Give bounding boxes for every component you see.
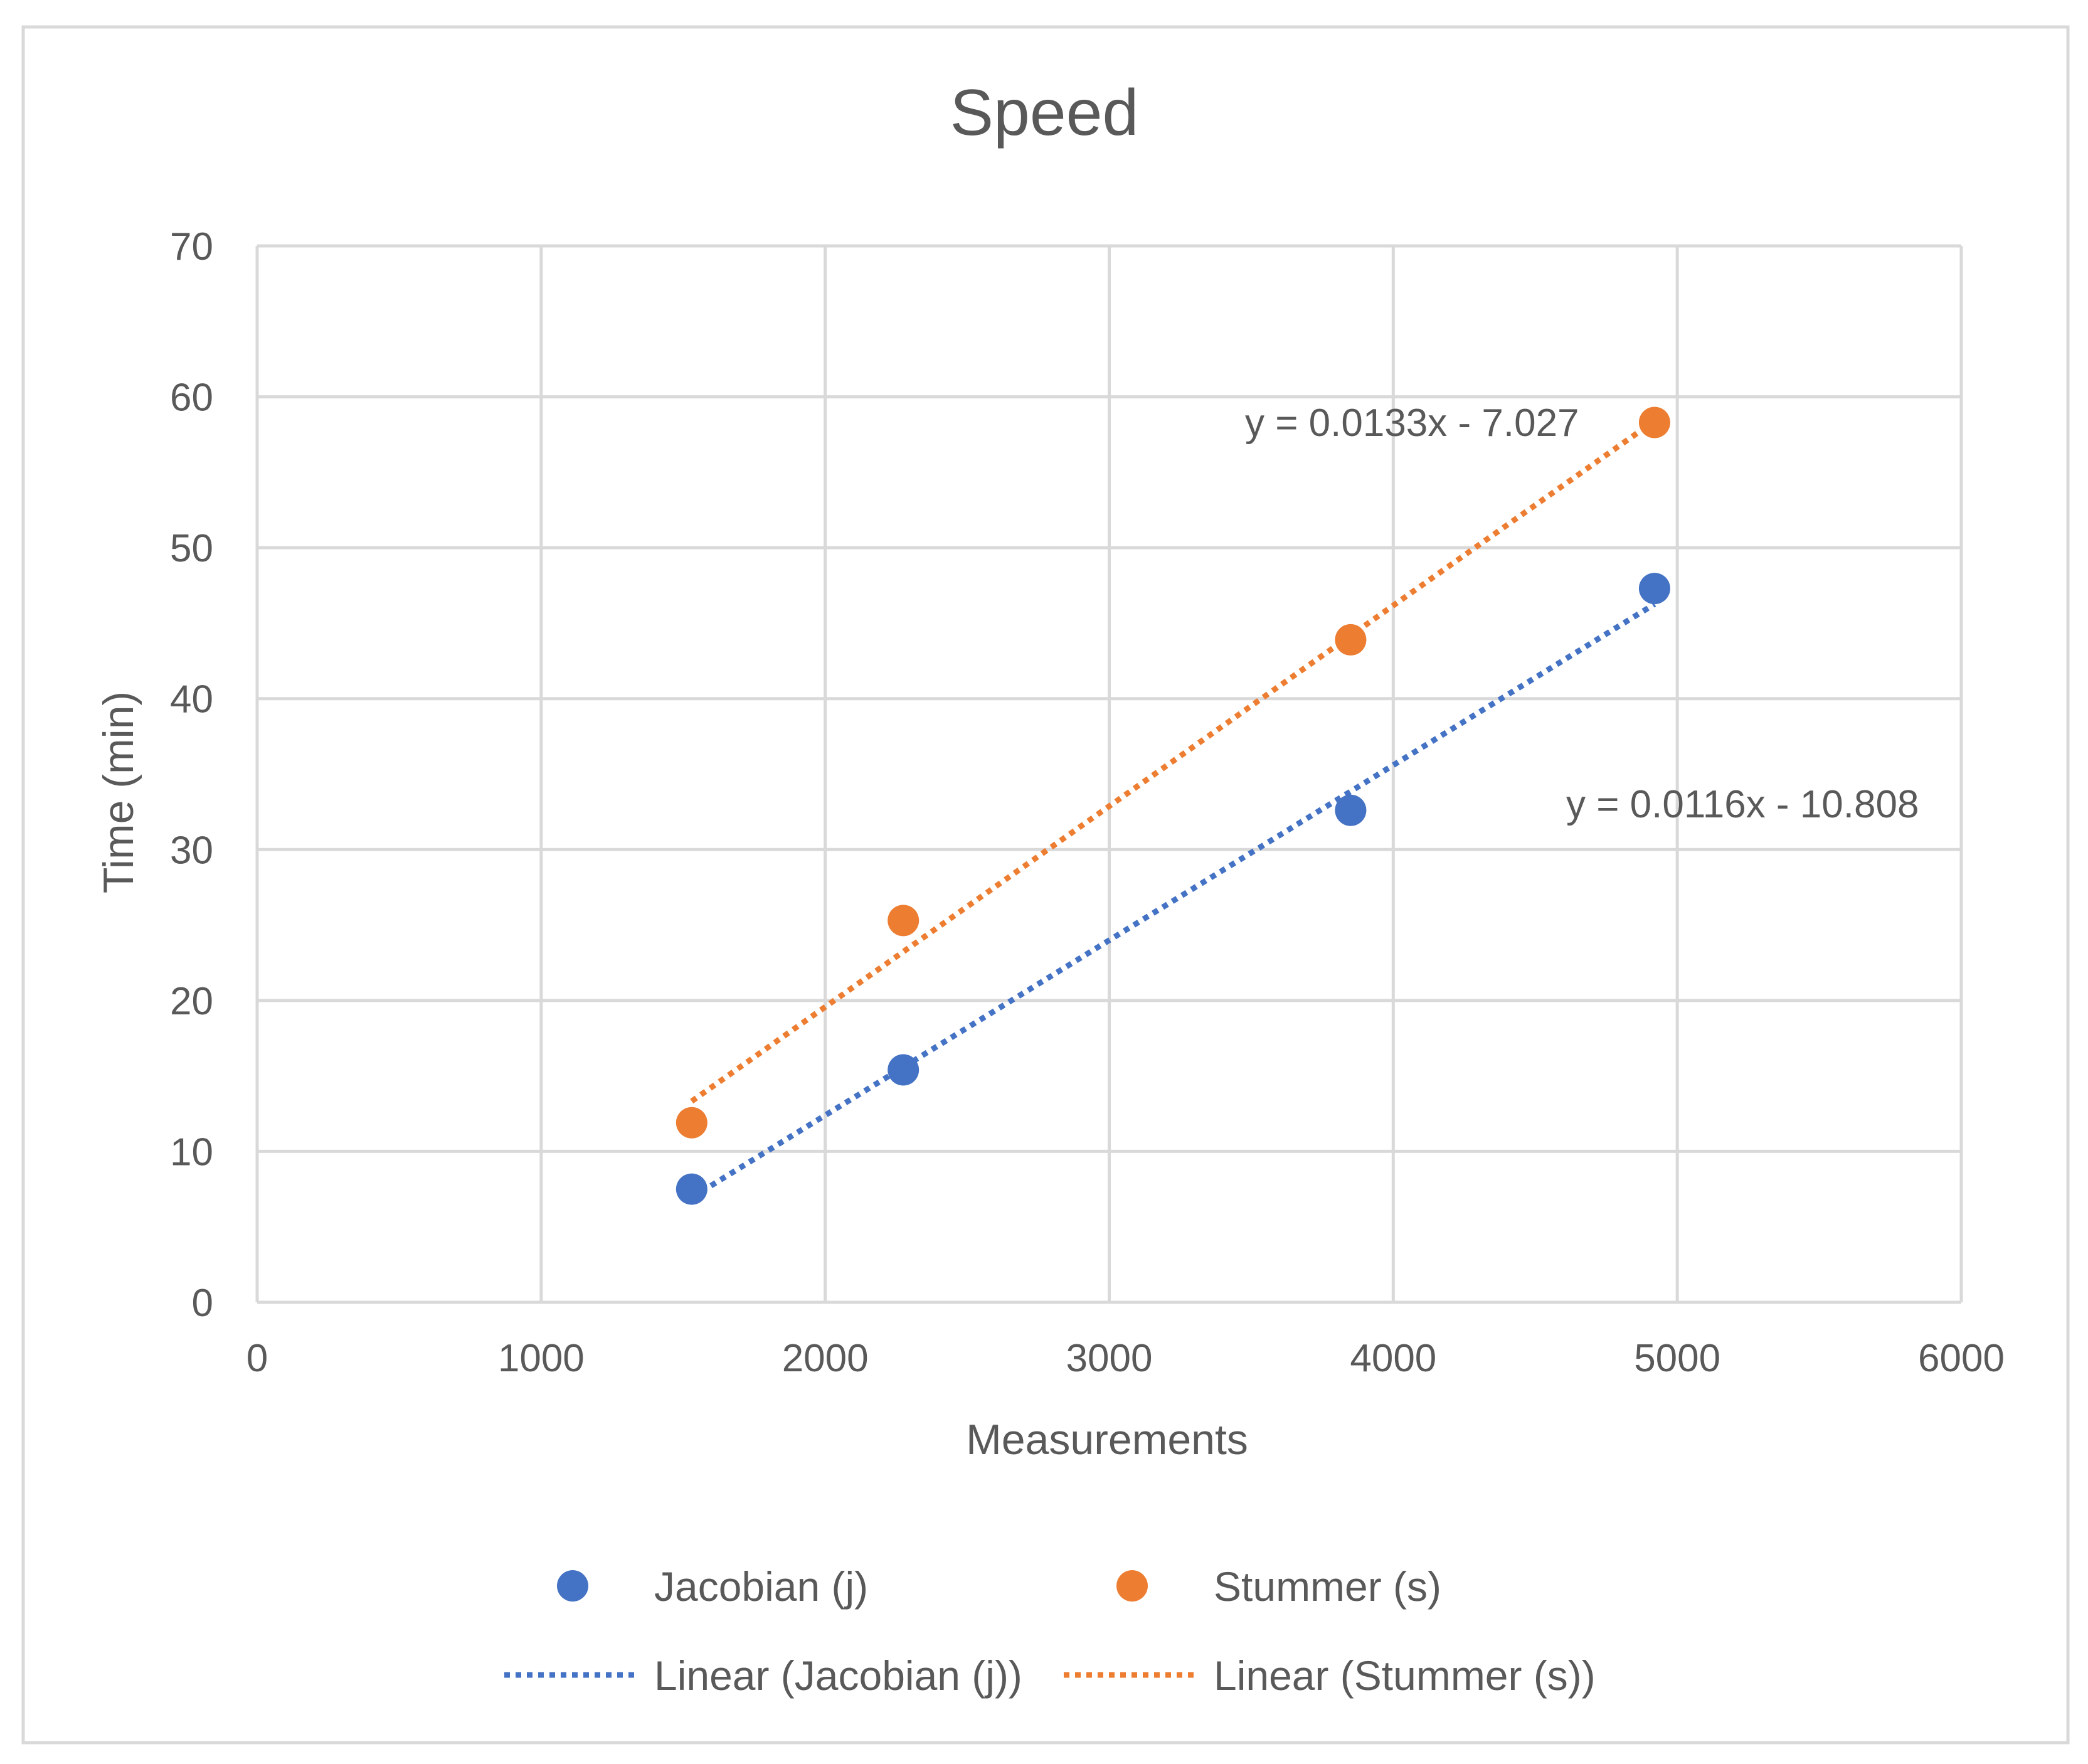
data-point-jacobian-1 <box>888 1054 919 1086</box>
x-tick-label-4000: 4000 <box>1350 1337 1436 1380</box>
legend-label-stummer: Stummer (s) <box>1214 1563 1441 1610</box>
gridlines <box>257 244 1963 1302</box>
data-point-jacobian-0 <box>676 1173 707 1205</box>
trendline-equation-jacobian: y = 0.0116x - 10.808 <box>1566 783 1919 826</box>
x-tick-label-5000: 5000 <box>1634 1337 1720 1380</box>
x-tick-label-1000: 1000 <box>498 1337 585 1380</box>
legend-label-jacobian: Jacobian (j) <box>654 1563 868 1610</box>
x-tick-label-3000: 3000 <box>1066 1337 1153 1380</box>
x-tick-label-2000: 2000 <box>782 1337 869 1380</box>
x-axis-title: Measurements <box>966 1416 1248 1464</box>
trendline-jacobian <box>690 602 1656 1200</box>
legend-label-linear-stummer: Linear (Stummer (s)) <box>1214 1652 1596 1699</box>
data-point-stummer-3 <box>1638 406 1670 438</box>
chart-title: Speed <box>950 77 1139 149</box>
y-tick-label-10: 10 <box>170 1130 213 1174</box>
data-point-stummer-2 <box>1335 624 1367 656</box>
y-tick-label-30: 30 <box>170 829 213 872</box>
data-point-jacobian-2 <box>1335 794 1367 826</box>
legend-label-linear-jacobian: Linear (Jacobian (j)) <box>654 1652 1022 1699</box>
x-tick-label-0: 0 <box>246 1337 268 1380</box>
y-tick-label-50: 50 <box>170 527 213 570</box>
trendlines <box>690 418 1656 1200</box>
legend-marker-jacobian <box>557 1570 588 1602</box>
legend-marker-stummer <box>1116 1570 1148 1602</box>
legend: Jacobian (j) Stummer (s) Linear (Jacobia… <box>504 1563 1596 1699</box>
x-tick-label-6000: 6000 <box>1918 1337 2005 1380</box>
y-tick-label-60: 60 <box>170 376 213 420</box>
trendline-stummer <box>690 418 1656 1104</box>
data-points <box>676 406 1670 1205</box>
data-point-stummer-0 <box>676 1107 707 1139</box>
data-point-stummer-1 <box>888 905 919 937</box>
chart-area <box>21 25 2070 1745</box>
y-tick-label-40: 40 <box>170 678 213 721</box>
data-point-jacobian-3 <box>1638 573 1670 605</box>
trendline-equation-stummer: y = 0.0133x - 7.027 <box>1245 401 1579 445</box>
tick-labels: 0 10 20 30 40 50 60 70 0 1000 2000 3000 4000 5000 6000 <box>170 225 2005 1380</box>
y-tick-label-0: 0 <box>192 1282 213 1325</box>
y-tick-label-70: 70 <box>170 225 213 268</box>
y-axis-title: Time (min) <box>95 691 142 893</box>
axes <box>255 246 1961 1304</box>
y-tick-label-20: 20 <box>170 980 213 1023</box>
